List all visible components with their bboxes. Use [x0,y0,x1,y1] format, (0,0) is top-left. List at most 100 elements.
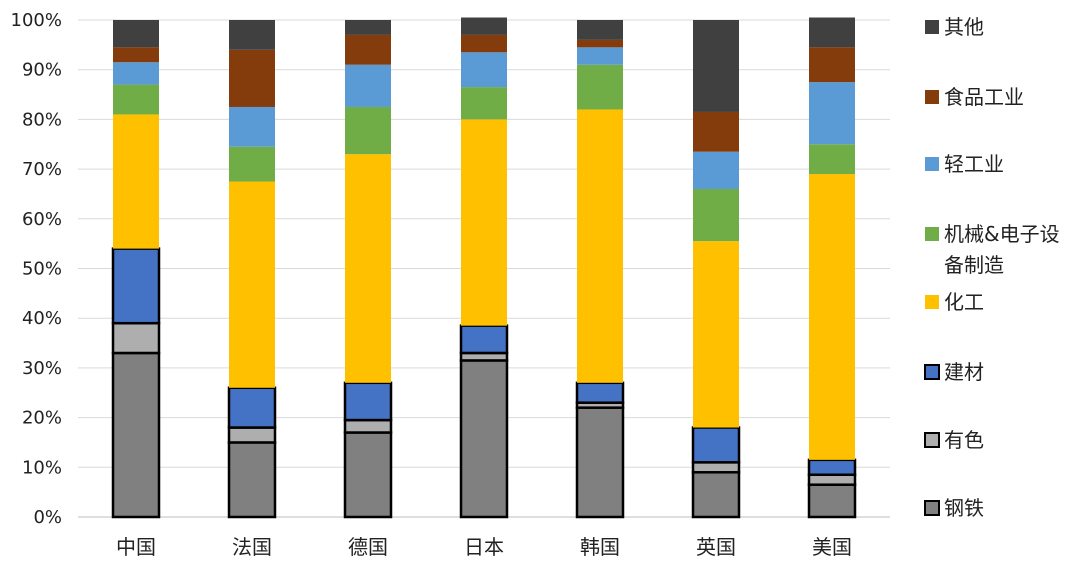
y-tick-label: 50% [22,259,62,280]
x-tick-label: 韩国 [580,535,620,559]
legend-swatch [924,500,940,516]
bar-segment [693,241,739,428]
bar-segment [461,119,507,326]
bar-segment [577,20,623,40]
y-tick-label: 90% [22,60,62,81]
bar-segment [113,84,159,115]
legend-swatch [925,227,939,241]
bar-segment [459,359,509,519]
x-tick-label: 法国 [232,535,272,559]
legend-swatch [924,432,940,448]
legend-item: 轻工业 [925,152,1004,176]
bar-segment [693,151,739,189]
bar-segment [345,154,391,383]
bar-segment [113,47,159,63]
bar-segment [227,386,277,429]
legend-label: 食品工业 [944,85,1024,109]
legend-swatch [925,20,939,34]
bar-segment [461,34,507,53]
bar-segment [809,17,855,48]
bar-segment [113,62,159,85]
bar-segment [459,324,509,355]
y-tick-label: 20% [22,408,62,429]
bar-segment [577,39,623,48]
bar-segment [343,418,393,434]
y-tick-label: 100% [11,10,62,31]
legend-label: 备制造 [944,253,1004,277]
bar-segment [111,247,161,325]
y-tick-label: 30% [22,358,62,379]
y-tick-label: 60% [22,209,62,230]
bar-segment [113,20,159,48]
y-tick-label: 80% [22,109,62,130]
bar-segment [693,111,739,152]
bar-segment [577,47,623,65]
bar-segment [575,381,625,404]
bar-segment [807,483,857,519]
y-tick-label: 40% [22,308,62,329]
legend-swatch [925,295,939,309]
bar-segment [577,64,623,110]
bar-segment [345,20,391,35]
bar-segment [577,109,623,383]
y-tick-label: 10% [22,457,62,478]
bar-segment [693,188,739,242]
legend-label: 有色 [944,428,984,452]
x-tick-label: 美国 [812,535,852,559]
legend-item: 食品工业 [925,85,1024,109]
x-tick-label: 日本 [464,535,504,559]
legend-label: 其他 [944,15,984,39]
bar-segment [343,431,393,519]
bar-segment [111,321,161,355]
bar-segment [229,20,275,50]
bar-segment [461,87,507,120]
bar-segment [229,146,275,182]
x-tick-label: 中国 [116,535,156,559]
bar-segment [345,106,391,155]
y-tick-label: 0% [33,507,62,528]
bar-segment [693,20,739,112]
bar-segment [809,174,855,460]
legend-item: 化工 [925,290,984,314]
legend-swatch [924,364,940,380]
y-tick-label: 70% [22,159,62,180]
bar-segment [809,47,855,83]
y-axis-ticks: 0% 10% 20% 30% 40% 50% 60% 70% 80% 90% 100% [11,10,62,528]
bar-segment [345,64,391,107]
bar-segment [229,106,275,147]
bars [111,17,857,519]
bar-segment [229,49,275,107]
legend-swatch [925,90,939,104]
bar-segment [807,473,857,486]
legend-label: 化工 [944,290,984,314]
bar-segment [809,144,855,175]
bar-segment [575,406,625,519]
bar-segment [229,181,275,388]
legend-label: 机械&电子设 [944,222,1060,246]
legend-label: 轻工业 [944,152,1004,176]
legend-item: 有色 [924,428,984,452]
bar-segment [691,461,741,474]
bar-segment [691,471,741,519]
x-tick-label: 英国 [696,535,736,559]
legend-item: 建材 [924,360,984,384]
bar-segment [111,351,161,519]
legend-item: 钢铁 [924,496,984,520]
bar-segment [227,426,277,444]
x-axis-ticks: 中国 法国 德国 日本 韩国 英国 美国 [116,535,852,559]
legend-label: 建材 [944,360,984,384]
x-tick-label: 德国 [348,535,388,559]
bar-segment [227,441,277,519]
bar-segment [809,82,855,145]
bar-segment [113,114,159,249]
bar-segment [807,458,857,477]
bar-segment [461,17,507,35]
bar-segment [461,52,507,88]
bar-segment [343,381,393,422]
legend-label: 钢铁 [944,496,984,520]
bar-segment [691,426,741,464]
legend-item: 其他 [925,15,984,39]
